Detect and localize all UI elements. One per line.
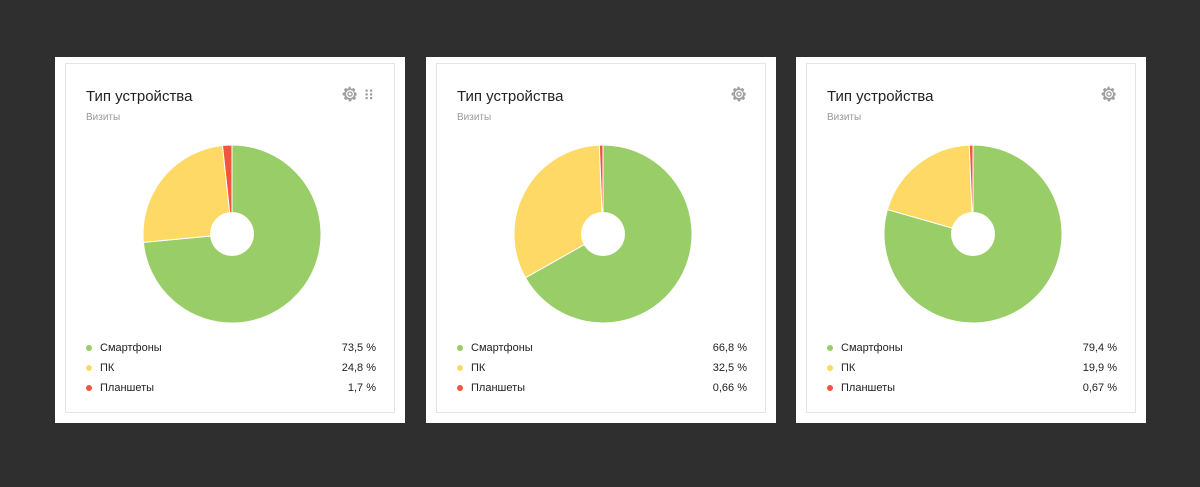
pie-slice-pc[interactable] <box>142 144 233 243</box>
legend-label: ПК <box>100 362 115 374</box>
widget-title: Тип устройства <box>86 88 193 105</box>
drag-handle-icon[interactable] <box>364 86 376 102</box>
gear-icon[interactable] <box>342 86 358 102</box>
legend-item-pc[interactable]: ПК 24,8 % <box>86 358 376 378</box>
device-type-widget: Тип устройства Визиты Смартфоны 66,8 % П… <box>426 57 776 423</box>
legend-value: 32,5 % <box>712 362 747 374</box>
legend-item-pc[interactable]: ПК 32,5 % <box>457 358 747 378</box>
legend-dot <box>457 345 463 351</box>
legend-item-tablets[interactable]: Планшеты 1,7 % <box>86 378 376 398</box>
device-type-widget: Тип устройства Визиты Смартфоны 79,4 % П… <box>796 57 1146 423</box>
pie-center-hole <box>210 212 254 256</box>
chart-legend: Смартфоны 79,4 % ПК 19,9 % Планшеты 0,67… <box>827 338 1117 398</box>
legend-label: Планшеты <box>471 382 526 394</box>
legend-label: Смартфоны <box>841 342 903 354</box>
widget-subtitle: Визиты <box>827 112 862 123</box>
legend-dot <box>827 365 833 371</box>
gear-icon[interactable] <box>731 86 747 102</box>
widget-frame: Тип устройства Визиты Смартфоны 79,4 % П… <box>806 63 1136 413</box>
pie-slice-pc[interactable] <box>513 144 604 279</box>
legend-label: Смартфоны <box>471 342 533 354</box>
legend-value: 79,4 % <box>1082 342 1117 354</box>
pie-slice-tablets[interactable] <box>598 144 604 235</box>
pie-center-hole <box>951 212 995 256</box>
legend-value: 0,67 % <box>1082 382 1117 394</box>
pie-slice-tablets[interactable] <box>968 144 974 235</box>
legend-label: Планшеты <box>841 382 896 394</box>
chart-legend: Смартфоны 73,5 % ПК 24,8 % Планшеты 1,7 … <box>86 338 376 398</box>
legend-value: 0,66 % <box>712 382 747 394</box>
widget-toolbar <box>1101 86 1117 102</box>
legend-value: 66,8 % <box>712 342 747 354</box>
pie-slice-pc[interactable] <box>886 144 974 235</box>
widget-toolbar <box>731 86 747 102</box>
legend-dot <box>86 365 92 371</box>
legend-value: 1,7 % <box>347 382 376 394</box>
widget-title: Тип устройства <box>827 88 934 105</box>
legend-value: 73,5 % <box>341 342 376 354</box>
legend-dot <box>86 345 92 351</box>
legend-dot <box>86 385 92 391</box>
legend-item-tablets[interactable]: Планшеты 0,66 % <box>457 378 747 398</box>
legend-item-smartphones[interactable]: Смартфоны 66,8 % <box>457 338 747 358</box>
legend-dot <box>827 345 833 351</box>
legend-dot <box>457 365 463 371</box>
widget-subtitle: Визиты <box>457 112 492 123</box>
widget-toolbar <box>342 86 376 102</box>
legend-item-tablets[interactable]: Планшеты 0,67 % <box>827 378 1117 398</box>
device-type-widget: Тип устройства Визиты Смартфоны 73,5 % П… <box>55 57 405 423</box>
legend-item-pc[interactable]: ПК 19,9 % <box>827 358 1117 378</box>
pie-chart <box>513 144 693 324</box>
widget-frame: Тип устройства Визиты Смартфоны 73,5 % П… <box>65 63 395 413</box>
legend-label: ПК <box>841 362 856 374</box>
widget-title: Тип устройства <box>457 88 564 105</box>
legend-label: ПК <box>471 362 486 374</box>
legend-label: Смартфоны <box>100 342 162 354</box>
legend-item-smartphones[interactable]: Смартфоны 79,4 % <box>827 338 1117 358</box>
pie-chart <box>142 144 322 324</box>
legend-dot <box>827 385 833 391</box>
widget-subtitle: Визиты <box>86 112 121 123</box>
pie-chart <box>883 144 1063 324</box>
pie-center-hole <box>581 212 625 256</box>
pie-slice-tablets[interactable] <box>221 144 233 235</box>
legend-item-smartphones[interactable]: Смартфоны 73,5 % <box>86 338 376 358</box>
legend-dot <box>457 385 463 391</box>
legend-value: 19,9 % <box>1082 362 1117 374</box>
legend-value: 24,8 % <box>341 362 376 374</box>
widget-frame: Тип устройства Визиты Смартфоны 66,8 % П… <box>436 63 766 413</box>
gear-icon[interactable] <box>1101 86 1117 102</box>
chart-legend: Смартфоны 66,8 % ПК 32,5 % Планшеты 0,66… <box>457 338 747 398</box>
legend-label: Планшеты <box>100 382 155 394</box>
